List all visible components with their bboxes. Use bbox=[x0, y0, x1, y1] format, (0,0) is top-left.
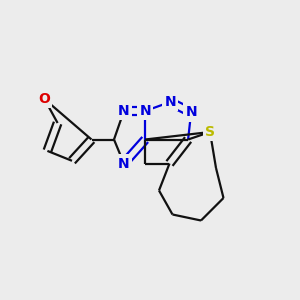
Text: N: N bbox=[118, 157, 130, 170]
Text: N: N bbox=[118, 104, 130, 118]
Text: O: O bbox=[38, 92, 50, 106]
Text: N: N bbox=[185, 106, 197, 119]
Text: N: N bbox=[164, 95, 176, 109]
Text: S: S bbox=[205, 125, 215, 139]
Text: N: N bbox=[140, 104, 151, 118]
